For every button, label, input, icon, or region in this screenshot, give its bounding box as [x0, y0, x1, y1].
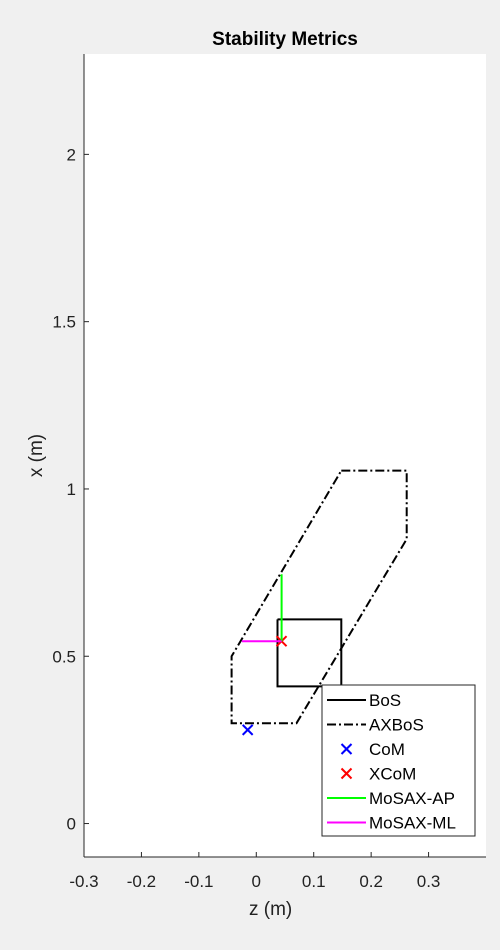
x-tick-label: 0: [252, 872, 261, 891]
x-tick-label: 0.2: [359, 872, 383, 891]
x-tick-label: 0.3: [417, 872, 441, 891]
x-tick-label: -0.2: [127, 872, 156, 891]
legend-label-mosax-ap: MoSAX-AP: [369, 789, 455, 808]
y-tick-label: 1.5: [52, 313, 76, 332]
x-tick-label: -0.1: [184, 872, 213, 891]
x-axis-label: z (m): [249, 899, 292, 920]
legend-label-bos: BoS: [369, 691, 401, 710]
chart-title: Stability Metrics: [212, 29, 358, 50]
legend-label-com: CoM: [369, 740, 405, 759]
y-tick-label: 0: [67, 815, 76, 834]
x-tick-label: 0.1: [302, 872, 326, 891]
x-tick-label: -0.3: [69, 872, 98, 891]
y-axis-label: x (m): [26, 434, 47, 477]
legend-label-mosax-ml: MoSAX-ML: [369, 814, 456, 833]
y-tick-label: 0.5: [52, 647, 76, 666]
legend-label-axbos: AXBoS: [369, 716, 424, 735]
legend: BoS AXBoS CoM XCoM MoSAX-AP MoSAX-ML: [322, 685, 475, 836]
legend-label-xcom: XCoM: [369, 765, 416, 784]
y-tick-label: 2: [67, 145, 76, 164]
y-tick-label: 1: [67, 480, 76, 499]
